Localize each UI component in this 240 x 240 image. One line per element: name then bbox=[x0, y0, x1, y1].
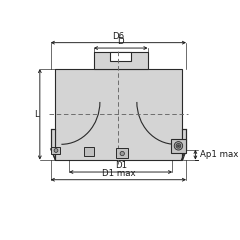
Polygon shape bbox=[55, 69, 181, 160]
Polygon shape bbox=[84, 147, 94, 156]
Circle shape bbox=[176, 144, 181, 148]
Text: D1: D1 bbox=[115, 161, 127, 170]
Polygon shape bbox=[116, 148, 128, 158]
Text: L: L bbox=[34, 110, 39, 119]
Polygon shape bbox=[51, 129, 55, 160]
Text: D6: D6 bbox=[112, 32, 125, 41]
Text: Ap1 max: Ap1 max bbox=[200, 150, 238, 159]
Polygon shape bbox=[51, 147, 60, 154]
Text: D: D bbox=[117, 37, 124, 46]
Circle shape bbox=[120, 151, 124, 156]
Circle shape bbox=[54, 149, 58, 152]
Circle shape bbox=[178, 145, 179, 147]
Polygon shape bbox=[181, 129, 186, 160]
Polygon shape bbox=[94, 52, 148, 69]
Polygon shape bbox=[110, 52, 132, 61]
Polygon shape bbox=[171, 138, 186, 153]
Circle shape bbox=[174, 142, 183, 150]
Text: D1 max: D1 max bbox=[102, 169, 135, 178]
